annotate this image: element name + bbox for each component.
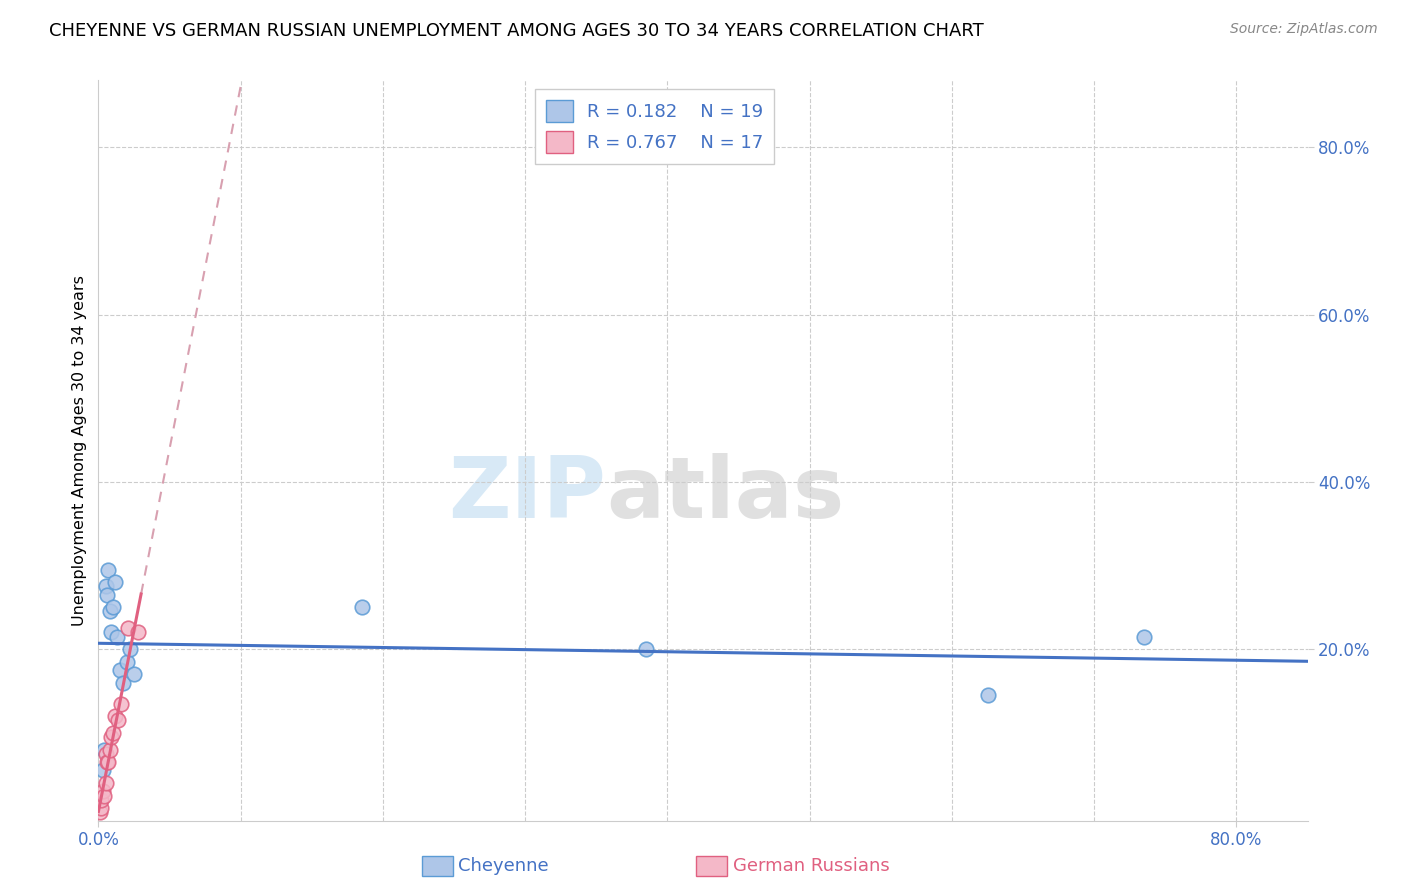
- Point: [1133, 630, 1156, 644]
- Point: [110, 697, 132, 711]
- Point: [94, 579, 117, 593]
- Point: [108, 663, 131, 677]
- Point: [104, 575, 127, 590]
- Point: [104, 709, 127, 723]
- Point: [115, 655, 138, 669]
- Point: [93, 789, 115, 803]
- Point: [97, 755, 120, 769]
- Point: [97, 563, 120, 577]
- Text: German Russians: German Russians: [733, 857, 889, 875]
- Point: [111, 675, 134, 690]
- Point: [91, 784, 114, 798]
- Point: [91, 764, 114, 778]
- Point: [105, 630, 128, 644]
- Point: [93, 742, 115, 756]
- Point: [976, 688, 998, 702]
- Point: [90, 793, 112, 807]
- Legend: R = 0.182    N = 19, R = 0.767    N = 17: R = 0.182 N = 19, R = 0.767 N = 17: [534, 89, 775, 164]
- Point: [122, 667, 145, 681]
- Point: [94, 776, 117, 790]
- Point: [118, 642, 141, 657]
- Text: atlas: atlas: [606, 453, 845, 536]
- Text: Source: ZipAtlas.com: Source: ZipAtlas.com: [1230, 22, 1378, 37]
- Point: [94, 747, 117, 761]
- Point: [96, 755, 118, 769]
- Text: ZIP: ZIP: [449, 453, 606, 536]
- Y-axis label: Unemployment Among Ages 30 to 34 years: Unemployment Among Ages 30 to 34 years: [72, 275, 87, 626]
- Point: [89, 805, 111, 820]
- Point: [101, 600, 124, 615]
- Point: [636, 642, 658, 657]
- Point: [101, 726, 124, 740]
- Text: CHEYENNE VS GERMAN RUSSIAN UNEMPLOYMENT AMONG AGES 30 TO 34 YEARS CORRELATION CH: CHEYENNE VS GERMAN RUSSIAN UNEMPLOYMENT …: [49, 22, 984, 40]
- Point: [350, 600, 373, 615]
- Text: Cheyenne: Cheyenne: [458, 857, 548, 875]
- Point: [117, 621, 139, 635]
- Point: [98, 605, 121, 619]
- Point: [96, 588, 118, 602]
- Point: [107, 713, 129, 727]
- Point: [100, 730, 122, 744]
- Point: [127, 625, 149, 640]
- Point: [100, 625, 122, 640]
- Point: [98, 742, 121, 756]
- Point: [90, 801, 112, 815]
